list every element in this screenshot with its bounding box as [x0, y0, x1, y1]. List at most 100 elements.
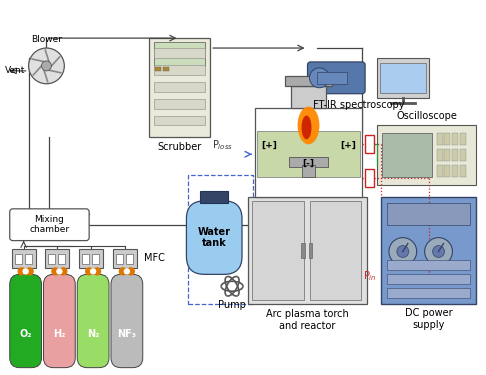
- Circle shape: [389, 238, 417, 266]
- FancyBboxPatch shape: [149, 38, 210, 137]
- Circle shape: [120, 268, 126, 275]
- Circle shape: [397, 246, 409, 258]
- Text: Mixing
chamber: Mixing chamber: [29, 215, 69, 234]
- FancyBboxPatch shape: [154, 48, 205, 58]
- FancyBboxPatch shape: [452, 149, 458, 161]
- Text: [+]: [+]: [340, 141, 356, 150]
- FancyBboxPatch shape: [452, 165, 458, 177]
- Text: Arc plasma torch
and reactor: Arc plasma torch and reactor: [266, 309, 349, 331]
- FancyBboxPatch shape: [387, 288, 470, 298]
- FancyBboxPatch shape: [380, 63, 426, 93]
- FancyBboxPatch shape: [308, 62, 365, 94]
- FancyBboxPatch shape: [381, 197, 476, 304]
- FancyBboxPatch shape: [289, 157, 329, 167]
- Text: H₂: H₂: [53, 329, 66, 339]
- FancyBboxPatch shape: [317, 72, 347, 84]
- Circle shape: [127, 268, 134, 275]
- FancyBboxPatch shape: [387, 203, 470, 225]
- FancyBboxPatch shape: [87, 268, 99, 274]
- Circle shape: [433, 246, 445, 258]
- FancyBboxPatch shape: [382, 134, 432, 177]
- Circle shape: [124, 269, 129, 274]
- Text: DC power
supply: DC power supply: [405, 308, 452, 330]
- FancyBboxPatch shape: [200, 191, 228, 203]
- Text: [-]: [-]: [302, 159, 314, 168]
- Circle shape: [18, 268, 25, 275]
- FancyBboxPatch shape: [257, 131, 360, 177]
- FancyBboxPatch shape: [58, 254, 65, 264]
- FancyBboxPatch shape: [53, 268, 65, 274]
- Text: Water
tank: Water tank: [198, 227, 231, 248]
- Text: N₂: N₂: [87, 329, 99, 339]
- Text: P$_{in}$: P$_{in}$: [364, 269, 377, 283]
- Ellipse shape: [297, 106, 319, 144]
- Text: Pump: Pump: [218, 300, 246, 310]
- Circle shape: [57, 269, 62, 274]
- Circle shape: [60, 268, 67, 275]
- FancyBboxPatch shape: [387, 274, 470, 284]
- FancyBboxPatch shape: [445, 149, 451, 161]
- FancyBboxPatch shape: [377, 58, 429, 98]
- Text: [+]: [+]: [261, 141, 277, 150]
- FancyBboxPatch shape: [92, 254, 99, 264]
- FancyBboxPatch shape: [387, 261, 470, 270]
- FancyBboxPatch shape: [154, 99, 205, 109]
- FancyBboxPatch shape: [155, 67, 160, 71]
- Circle shape: [90, 269, 96, 274]
- Text: Blower: Blower: [31, 35, 62, 44]
- FancyBboxPatch shape: [154, 65, 205, 75]
- Circle shape: [26, 268, 33, 275]
- FancyBboxPatch shape: [365, 135, 374, 153]
- FancyBboxPatch shape: [436, 165, 443, 177]
- FancyBboxPatch shape: [49, 254, 55, 264]
- Text: NF₃: NF₃: [117, 329, 137, 339]
- FancyBboxPatch shape: [309, 243, 312, 258]
- FancyBboxPatch shape: [436, 134, 443, 146]
- Circle shape: [41, 61, 52, 71]
- FancyBboxPatch shape: [460, 165, 467, 177]
- FancyBboxPatch shape: [154, 82, 205, 92]
- FancyBboxPatch shape: [310, 201, 361, 300]
- Circle shape: [425, 238, 452, 266]
- FancyBboxPatch shape: [10, 209, 89, 241]
- FancyBboxPatch shape: [291, 86, 327, 108]
- FancyBboxPatch shape: [126, 254, 133, 264]
- FancyBboxPatch shape: [163, 67, 169, 71]
- FancyBboxPatch shape: [43, 274, 75, 368]
- FancyBboxPatch shape: [436, 149, 443, 161]
- Circle shape: [23, 269, 28, 274]
- Text: Oscilloscope: Oscilloscope: [396, 111, 457, 122]
- FancyBboxPatch shape: [445, 134, 451, 146]
- FancyBboxPatch shape: [82, 254, 89, 264]
- FancyBboxPatch shape: [12, 249, 35, 268]
- FancyBboxPatch shape: [25, 254, 32, 264]
- FancyBboxPatch shape: [46, 249, 69, 268]
- FancyBboxPatch shape: [111, 274, 143, 368]
- FancyBboxPatch shape: [77, 274, 109, 368]
- FancyBboxPatch shape: [365, 169, 374, 187]
- FancyBboxPatch shape: [187, 201, 242, 274]
- FancyBboxPatch shape: [255, 108, 362, 197]
- FancyBboxPatch shape: [154, 42, 205, 66]
- FancyBboxPatch shape: [285, 76, 332, 86]
- Circle shape: [52, 268, 59, 275]
- Text: MFC: MFC: [144, 254, 165, 264]
- FancyBboxPatch shape: [10, 274, 41, 368]
- FancyBboxPatch shape: [460, 149, 467, 161]
- Text: Vent: Vent: [5, 66, 25, 75]
- FancyBboxPatch shape: [445, 165, 451, 177]
- Text: Scrubber: Scrubber: [157, 142, 202, 152]
- FancyBboxPatch shape: [79, 249, 103, 268]
- Circle shape: [29, 48, 64, 84]
- FancyBboxPatch shape: [154, 116, 205, 126]
- FancyBboxPatch shape: [452, 134, 458, 146]
- Text: FT-IR spectroscopy: FT-IR spectroscopy: [313, 100, 405, 109]
- FancyBboxPatch shape: [116, 254, 123, 264]
- FancyBboxPatch shape: [252, 201, 304, 300]
- FancyBboxPatch shape: [19, 268, 32, 274]
- FancyBboxPatch shape: [460, 134, 467, 146]
- FancyBboxPatch shape: [248, 197, 367, 304]
- FancyBboxPatch shape: [377, 126, 476, 185]
- Circle shape: [86, 268, 93, 275]
- FancyBboxPatch shape: [15, 254, 22, 264]
